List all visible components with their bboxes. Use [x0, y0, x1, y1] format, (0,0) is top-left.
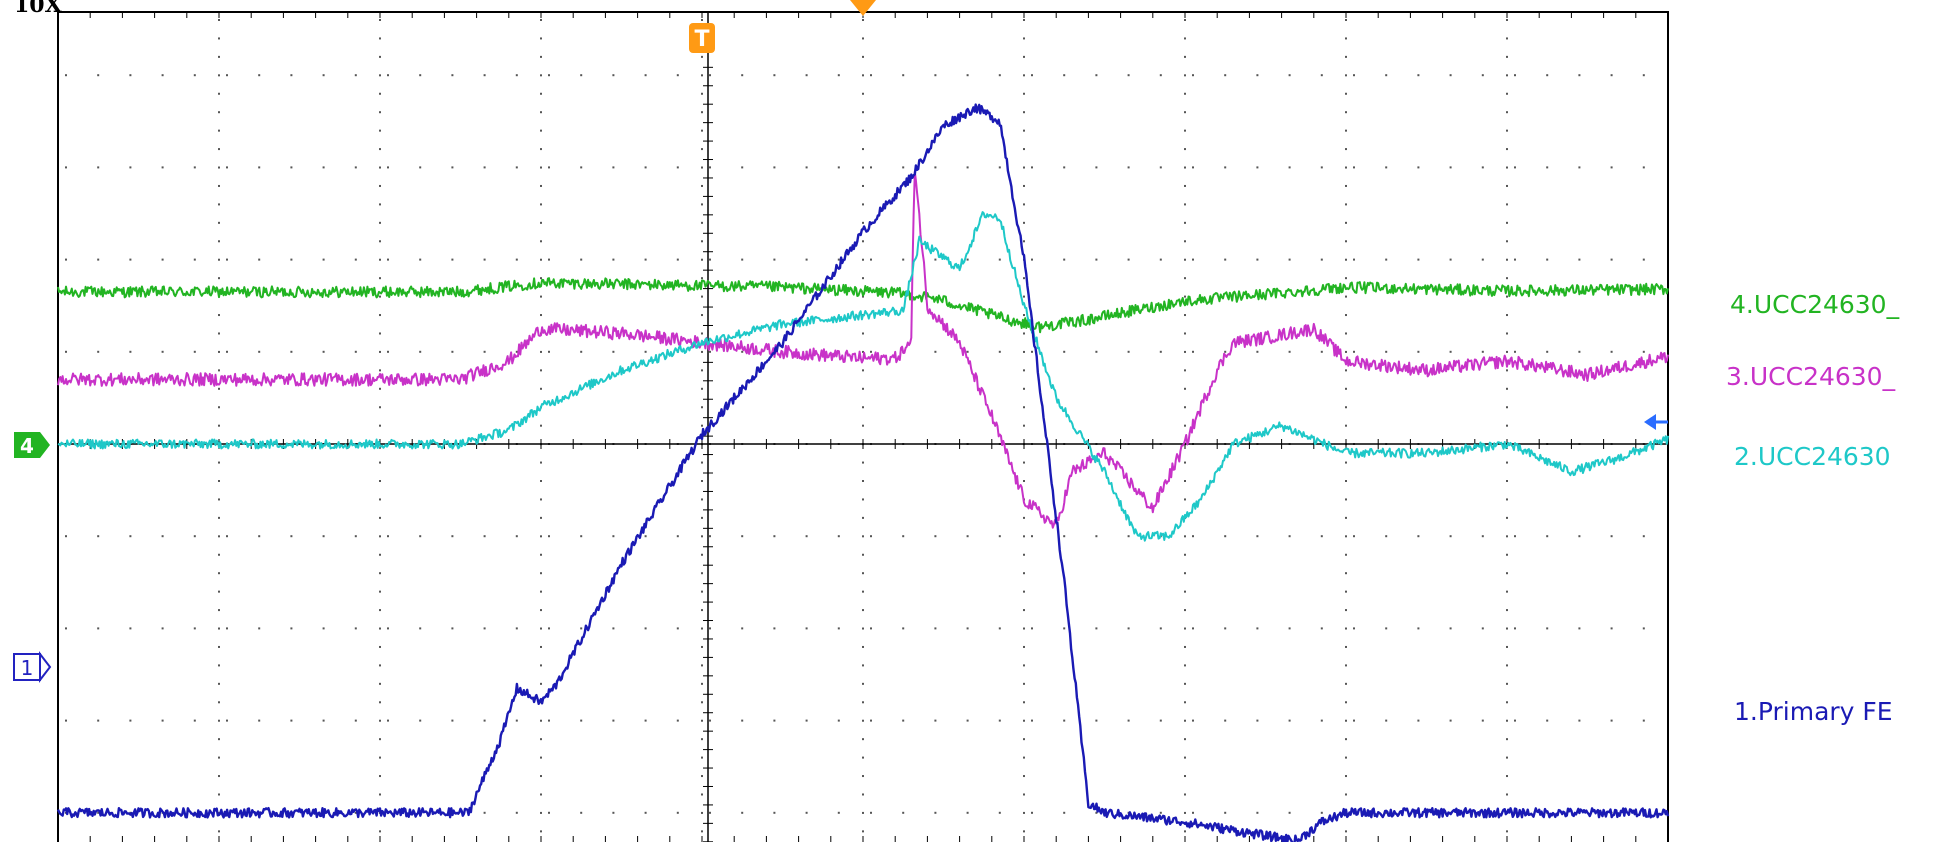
trace-2-line	[57, 211, 1669, 542]
trace-layer	[56, 103, 1670, 842]
probe-header-text: 10X	[14, 0, 62, 18]
trigger-marker: T	[689, 23, 715, 53]
ch3-trace-label: 3.UCC24630_	[1726, 362, 1896, 391]
ch1-level-marker: 1	[13, 651, 52, 683]
ch2-trace-label: 2.UCC24630	[1734, 442, 1891, 471]
reference-arrow-icon	[1644, 414, 1656, 430]
trace-1-line	[56, 103, 1670, 842]
ch4-level-label: 4	[20, 434, 34, 458]
trigger-label: T	[694, 27, 709, 52]
marker-layer: T 4 1	[13, 0, 1668, 683]
ch4-trace-label: 4.UCC24630_	[1730, 290, 1900, 319]
graticule-frame	[57, 11, 1669, 842]
trigger-position-icon	[850, 0, 876, 16]
graticule	[57, 11, 1669, 842]
ch1-level-label: 1	[21, 656, 34, 680]
trace-3-line	[57, 170, 1669, 529]
ch1-trace-label: 1.Primary FE	[1734, 697, 1893, 726]
trace-4-line	[57, 277, 1669, 334]
ch4-level-marker: 4	[14, 432, 50, 458]
